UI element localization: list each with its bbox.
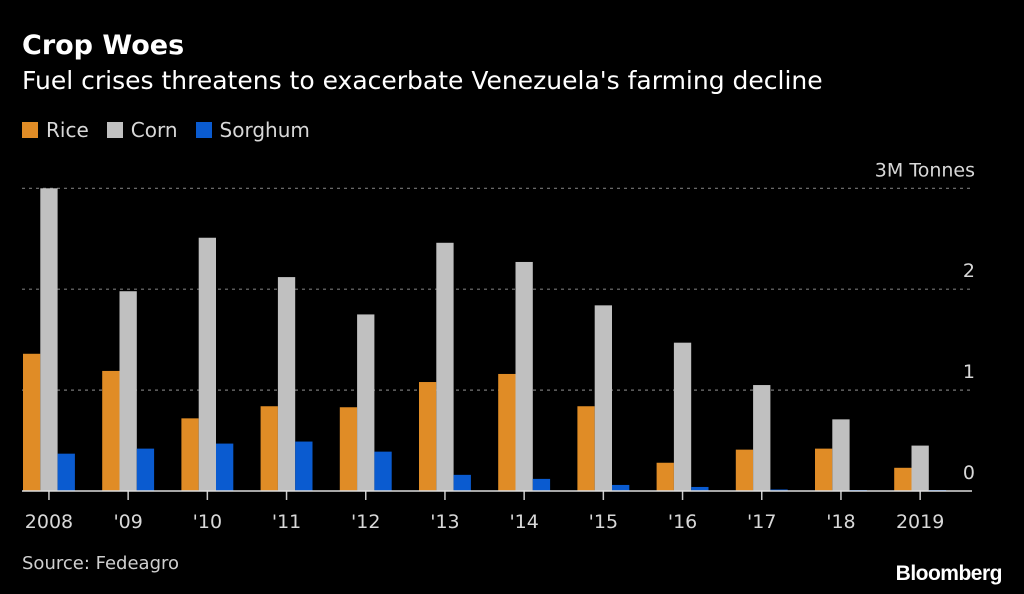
legend: Rice Corn Sorghum <box>22 118 310 142</box>
bar-corn <box>357 314 375 491</box>
bar-rice <box>260 406 278 491</box>
bar-corn <box>198 237 216 491</box>
x-tick-label: '13 <box>430 511 459 533</box>
y-tick-label: 0 <box>963 462 975 484</box>
bar-rice <box>339 407 358 491</box>
bar-corn <box>673 342 692 491</box>
x-tick-label: '17 <box>747 511 776 533</box>
bar-sorghum <box>770 489 788 491</box>
legend-item-sorghum: Sorghum <box>195 118 310 142</box>
bar-rice <box>102 370 120 491</box>
bar-sorghum <box>57 453 75 491</box>
x-tick-label: '15 <box>589 511 618 533</box>
x-tick-label: '10 <box>193 511 222 533</box>
legend-label: Corn <box>130 118 178 142</box>
bar-sorghum <box>532 478 551 491</box>
bar-corn <box>119 291 137 491</box>
chart-subtitle: Fuel crises threatens to exacerbate Vene… <box>22 66 823 95</box>
x-tick-label: 2019 <box>896 511 944 533</box>
bar-rice <box>577 406 595 491</box>
x-tick-label: '09 <box>113 511 142 533</box>
y-tick-label: 2 <box>963 260 975 282</box>
bar-rice <box>815 448 833 491</box>
x-tick-label: '18 <box>826 511 855 533</box>
chart-title: Crop Woes <box>22 30 185 61</box>
bloomberg-logo: Bloomberg <box>895 562 1003 585</box>
bar-corn <box>40 188 58 492</box>
bar-rice <box>419 382 437 491</box>
y-tick-label: 1 <box>963 361 975 383</box>
legend-swatch-corn <box>106 122 123 138</box>
bar-corn <box>436 242 454 491</box>
y-tick-label: 3M Tonnes <box>875 159 975 181</box>
x-tick-label: '14 <box>509 511 538 533</box>
legend-item-corn: Corn <box>106 118 178 142</box>
legend-item-rice: Rice <box>22 118 89 142</box>
bar-sorghum <box>691 486 709 491</box>
x-tick-label: '12 <box>351 511 380 533</box>
bar-rice <box>498 373 516 491</box>
legend-swatch-rice <box>22 122 38 138</box>
bar-corn <box>753 385 771 491</box>
x-tick-label: '16 <box>668 511 697 533</box>
x-tick-label: '11 <box>272 511 301 533</box>
bar-rice <box>23 353 41 491</box>
x-tick-label: 2008 <box>25 511 73 533</box>
bar-sorghum <box>453 474 471 491</box>
bar-sorghum <box>295 441 313 491</box>
bar-sorghum <box>216 443 234 491</box>
legend-label: Sorghum <box>219 118 310 142</box>
bar-rice <box>656 462 674 491</box>
bar-corn <box>277 277 296 491</box>
bar-corn <box>594 305 612 491</box>
bar-sorghum <box>374 451 392 491</box>
bar-corn <box>832 419 850 491</box>
legend-label: Rice <box>46 118 89 142</box>
bar-rice <box>735 449 754 491</box>
bar-sorghum <box>612 484 630 491</box>
source-note: Source: Fedeagro <box>22 553 180 574</box>
legend-swatch-sorghum <box>195 122 212 138</box>
bar-corn <box>515 261 533 491</box>
bar-rice <box>181 418 199 491</box>
bar-rice <box>894 467 912 491</box>
bar-sorghum <box>136 448 155 491</box>
bar-corn <box>911 445 929 491</box>
